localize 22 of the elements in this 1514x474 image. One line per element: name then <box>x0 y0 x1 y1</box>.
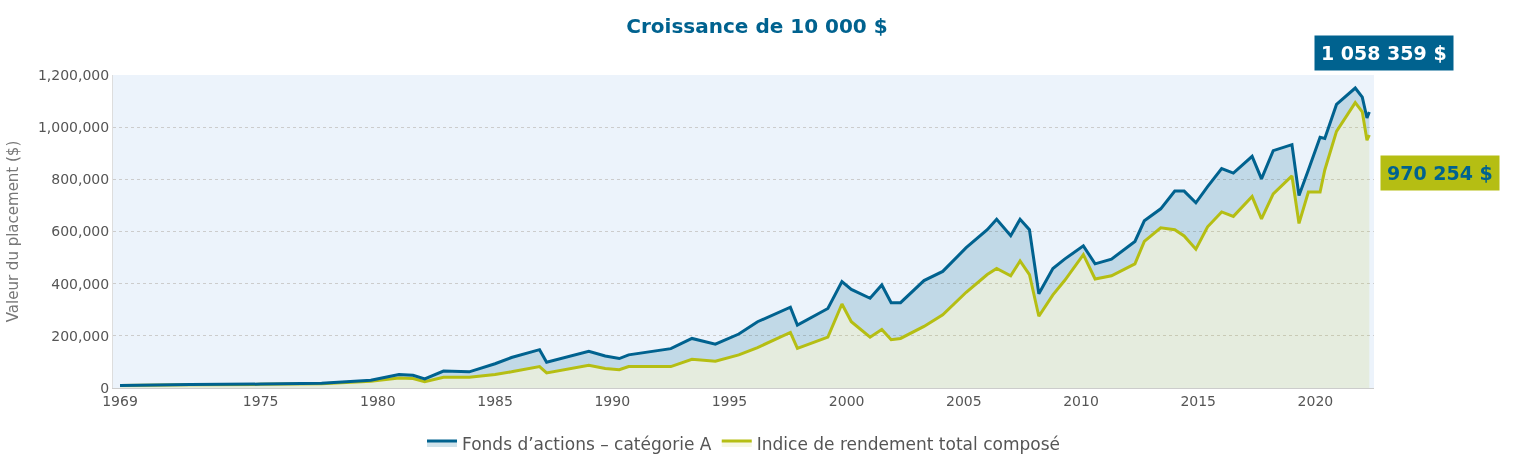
y-tick-label: 1,200,000 <box>37 66 110 83</box>
text: 1 058 359 $ <box>1321 42 1447 64</box>
y-tick-label: 400,000 <box>51 275 110 292</box>
y-axis-title: Valeur du placement ($) <box>4 140 23 323</box>
y-tick-label: 200,000 <box>51 327 110 344</box>
x-tick-label: 1990 <box>594 392 631 409</box>
x-tick-label: 1980 <box>360 392 396 409</box>
x-tick-label: 2000 <box>828 392 865 409</box>
y-tick-label: 800,000 <box>51 171 110 188</box>
chart-title: Croissance de 10 000 $ <box>626 13 888 38</box>
x-tick-label: 1985 <box>477 392 513 409</box>
legend-label: Indice de rendement total composé <box>756 433 1060 454</box>
x-tick-label: 1995 <box>711 392 748 409</box>
x-tick-label: 2010 <box>1063 392 1099 409</box>
legend-label: Fonds d’actions – catégorie A <box>462 433 712 454</box>
x-tick-label: 2015 <box>1180 392 1217 409</box>
y-tick-label: 600,000 <box>51 223 110 240</box>
x-tick-label: 1975 <box>242 392 279 409</box>
x-tick-label: 2020 <box>1297 392 1334 409</box>
text: 970 254 $ <box>1387 162 1493 184</box>
x-tick-label: 2005 <box>946 392 982 409</box>
y-tick-label: 1,000,000 <box>37 119 110 136</box>
